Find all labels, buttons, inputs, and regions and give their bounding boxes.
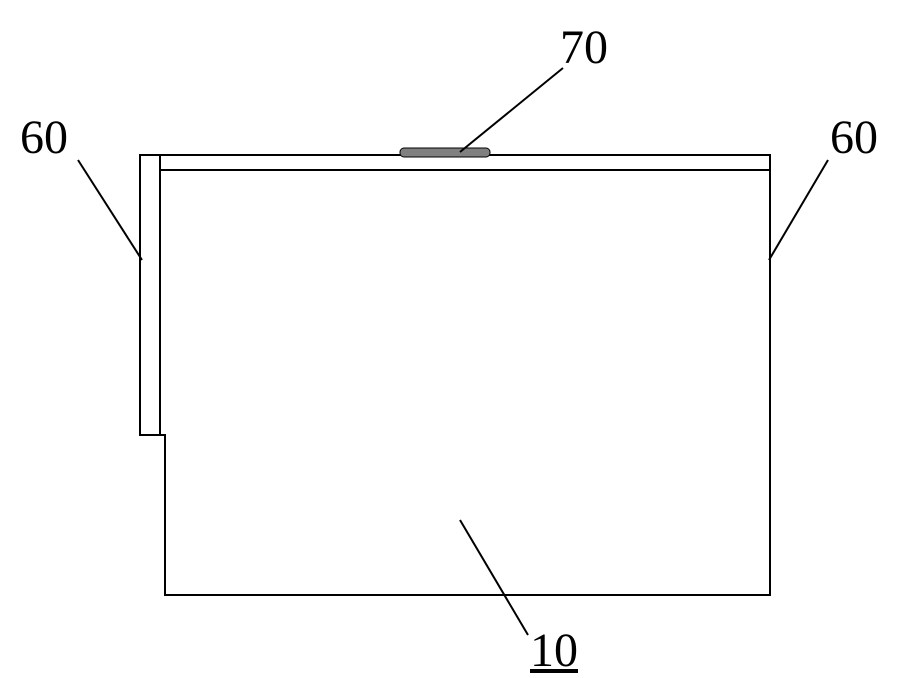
leader-l10 [460, 520, 528, 635]
leader-l70 [460, 68, 563, 152]
ref-label-70: 70 [560, 20, 608, 75]
outer-body [140, 155, 770, 595]
leader-l60_right [769, 160, 828, 260]
ref-label-10: 10 [530, 623, 578, 678]
top-tab [400, 148, 490, 157]
leader-l60_left [78, 160, 142, 260]
ref-label-60-right: 60 [830, 110, 878, 165]
diagram-canvas [0, 0, 913, 675]
ref-label-60-left: 60 [20, 110, 68, 165]
